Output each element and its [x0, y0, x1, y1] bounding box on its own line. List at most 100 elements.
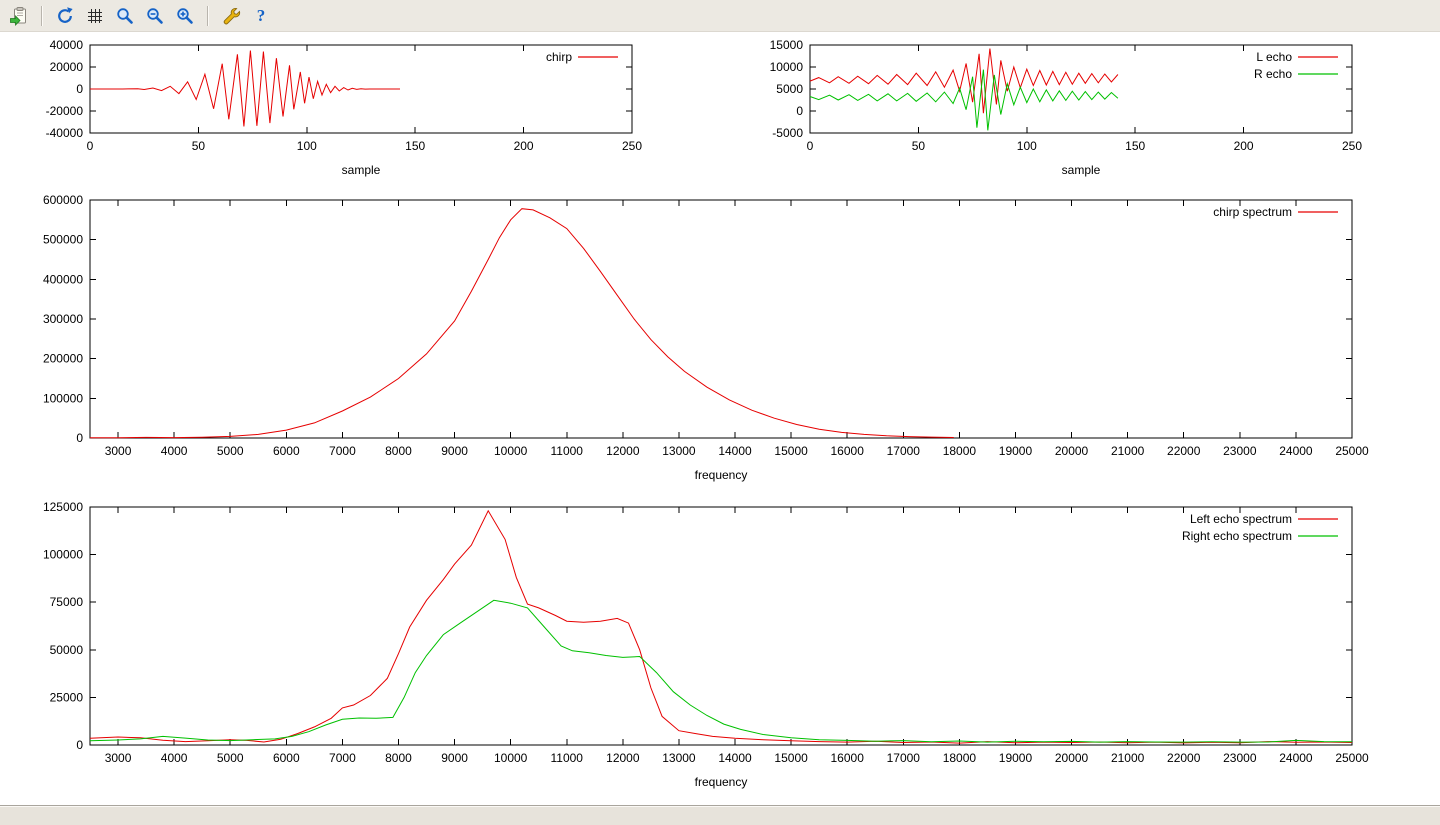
zoom-previous-button[interactable]: [112, 3, 138, 29]
help-button[interactable]: ?: [248, 3, 274, 29]
svg-text:23000: 23000: [1223, 751, 1257, 765]
svg-text:125000: 125000: [43, 500, 83, 514]
svg-text:15000: 15000: [774, 444, 808, 458]
svg-text:20000: 20000: [1055, 751, 1089, 765]
svg-text:3000: 3000: [105, 444, 132, 458]
svg-text:0: 0: [87, 139, 94, 153]
svg-text:Right echo spectrum: Right echo spectrum: [1182, 529, 1292, 543]
svg-text:3000: 3000: [105, 751, 132, 765]
svg-text:250: 250: [622, 139, 642, 153]
svg-text:11000: 11000: [551, 444, 584, 458]
svg-text:25000: 25000: [1335, 751, 1369, 765]
svg-text:21000: 21000: [1111, 444, 1145, 458]
svg-text:0: 0: [807, 139, 814, 153]
svg-text:40000: 40000: [50, 38, 84, 52]
status-bar: [0, 805, 1440, 825]
config-button[interactable]: [218, 3, 244, 29]
grid-button[interactable]: [82, 3, 108, 29]
svg-text:15000: 15000: [774, 751, 808, 765]
svg-text:18000: 18000: [943, 444, 977, 458]
svg-text:6000: 6000: [273, 444, 300, 458]
magnifier-minus-icon: [147, 7, 163, 24]
chirp-plot: 0 50 100 150 200 250 -40000 -20000 0 20000 40000 sa…: [46, 38, 643, 177]
svg-text:100: 100: [1017, 139, 1037, 153]
svg-text:-40000: -40000: [46, 126, 84, 140]
svg-text:sample: sample: [342, 163, 381, 177]
svg-text:200: 200: [1234, 139, 1254, 153]
svg-text:14000: 14000: [718, 444, 752, 458]
svg-text:frequency: frequency: [695, 775, 748, 789]
svg-text:18000: 18000: [943, 751, 977, 765]
svg-text:22000: 22000: [1167, 751, 1201, 765]
svg-text:21000: 21000: [1111, 751, 1145, 765]
svg-text:5000: 5000: [217, 444, 244, 458]
svg-text:17000: 17000: [887, 751, 921, 765]
svg-text:25000: 25000: [1335, 444, 1369, 458]
svg-text:10000: 10000: [494, 751, 528, 765]
svg-text:20000: 20000: [1055, 444, 1089, 458]
svg-text:100000: 100000: [43, 391, 83, 405]
autoscale-button[interactable]: [172, 3, 198, 29]
svg-text:0: 0: [76, 82, 83, 96]
svg-text:chirp spectrum: chirp spectrum: [1213, 205, 1292, 219]
svg-text:400000: 400000: [43, 272, 83, 286]
svg-text:16000: 16000: [831, 751, 865, 765]
plot-canvas-area: 0 50 100 150 200 250 -40000 -20000 0 20000 40000 sa…: [0, 32, 1440, 805]
svg-text:13000: 13000: [662, 444, 696, 458]
svg-text:300000: 300000: [43, 312, 83, 326]
toolbar-separator: [41, 5, 43, 26]
svg-text:12000: 12000: [606, 751, 640, 765]
svg-text:23000: 23000: [1223, 444, 1257, 458]
svg-text:6000: 6000: [273, 751, 300, 765]
svg-text:5000: 5000: [217, 751, 244, 765]
svg-text:100: 100: [297, 139, 317, 153]
svg-text:10000: 10000: [770, 60, 804, 74]
svg-text:7000: 7000: [329, 444, 356, 458]
svg-text:0: 0: [76, 431, 83, 445]
svg-text:19000: 19000: [999, 751, 1033, 765]
svg-text:250: 250: [1342, 139, 1362, 153]
magnifier-icon: [117, 7, 133, 24]
toolbar: ?: [0, 0, 1440, 32]
svg-text:frequency: frequency: [695, 468, 748, 482]
svg-text:sample: sample: [1062, 163, 1101, 177]
svg-text:8000: 8000: [385, 751, 412, 765]
plot-canvas[interactable]: 0 50 100 150 200 250-40000-2000002000040000sa…: [0, 32, 1440, 805]
svg-text:50: 50: [912, 139, 926, 153]
svg-text:150: 150: [1125, 139, 1145, 153]
svg-text:100000: 100000: [43, 548, 83, 562]
svg-text:20000: 20000: [50, 60, 84, 74]
svg-text:600000: 600000: [43, 193, 83, 207]
svg-text:50000: 50000: [50, 643, 84, 657]
zoom-next-button[interactable]: [142, 3, 168, 29]
wrench-icon: [223, 7, 241, 24]
echo-plot: 0 50 100 150 200 250 -5000 0 5000 10000 15000 sampl…: [770, 38, 1363, 177]
svg-text:Left echo spectrum: Left echo spectrum: [1190, 512, 1292, 526]
svg-text:500000: 500000: [43, 233, 83, 247]
svg-text:12000: 12000: [606, 444, 640, 458]
magnifier-plus-icon: [177, 7, 193, 24]
svg-text:50: 50: [192, 139, 206, 153]
svg-text:11000: 11000: [551, 751, 584, 765]
svg-text:-20000: -20000: [46, 104, 84, 118]
svg-text:24000: 24000: [1279, 444, 1313, 458]
question-icon: ?: [256, 6, 266, 25]
svg-text:chirp: chirp: [546, 50, 572, 64]
svg-text:24000: 24000: [1279, 751, 1313, 765]
svg-text:0: 0: [796, 104, 803, 118]
svg-text:75000: 75000: [50, 595, 84, 609]
svg-text:5000: 5000: [776, 82, 803, 96]
svg-text:4000: 4000: [161, 444, 188, 458]
svg-text:8000: 8000: [385, 444, 412, 458]
svg-text:9000: 9000: [441, 751, 468, 765]
svg-text:15000: 15000: [770, 38, 804, 52]
svg-text:-5000: -5000: [772, 126, 803, 140]
chirp-spectrum-plot: 3000 4000 5000 6000 7000 8000 9000 10000 11000 12…: [43, 193, 1369, 482]
svg-text:4000: 4000: [161, 751, 188, 765]
svg-text:19000: 19000: [999, 444, 1033, 458]
svg-text:14000: 14000: [718, 751, 752, 765]
replot-button[interactable]: [52, 3, 78, 29]
svg-text:R echo: R echo: [1254, 67, 1292, 81]
copy-button[interactable]: [6, 3, 32, 29]
svg-text:25000: 25000: [50, 690, 84, 704]
